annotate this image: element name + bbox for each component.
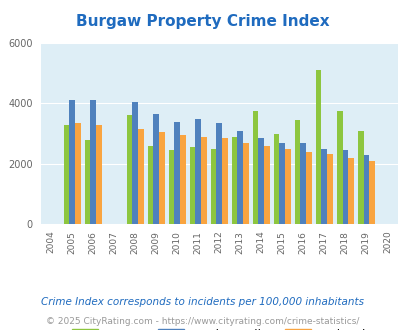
Text: Crime Index corresponds to incidents per 100,000 inhabitants: Crime Index corresponds to incidents per…	[41, 297, 364, 307]
Bar	[336, 111, 342, 224]
Bar	[252, 111, 258, 224]
Bar	[279, 143, 284, 224]
Bar	[179, 135, 185, 224]
Bar	[195, 118, 200, 224]
Bar	[315, 70, 321, 224]
Text: Burgaw Property Crime Index: Burgaw Property Crime Index	[76, 14, 329, 29]
Bar	[305, 152, 311, 224]
Bar	[174, 121, 179, 224]
Bar	[132, 102, 138, 224]
Bar	[153, 114, 159, 224]
Bar	[200, 137, 206, 224]
Bar	[321, 149, 326, 224]
Bar	[75, 123, 81, 224]
Bar	[258, 138, 264, 224]
Bar	[284, 149, 290, 224]
Bar	[210, 149, 216, 224]
Bar	[368, 161, 374, 224]
Bar	[69, 100, 75, 224]
Bar	[222, 138, 227, 224]
Bar	[138, 129, 143, 224]
Bar	[357, 131, 362, 224]
Bar	[243, 143, 248, 224]
Bar	[264, 147, 269, 224]
Bar	[126, 115, 132, 224]
Bar	[168, 150, 174, 224]
Bar	[84, 140, 90, 224]
Bar	[231, 137, 237, 224]
Bar	[189, 147, 195, 224]
Bar	[96, 124, 101, 224]
Bar	[147, 146, 153, 224]
Bar	[64, 124, 69, 224]
Bar	[326, 154, 332, 224]
Text: © 2025 CityRating.com - https://www.cityrating.com/crime-statistics/: © 2025 CityRating.com - https://www.city…	[46, 317, 359, 326]
Bar	[216, 123, 222, 224]
Bar	[342, 150, 347, 224]
Bar	[300, 143, 305, 224]
Bar	[362, 155, 368, 224]
Bar	[237, 131, 243, 224]
Legend: Burgaw, North Carolina, National: Burgaw, North Carolina, National	[67, 325, 370, 330]
Bar	[273, 134, 279, 224]
Bar	[294, 120, 300, 224]
Bar	[159, 132, 164, 224]
Bar	[347, 158, 353, 224]
Bar	[90, 100, 96, 224]
